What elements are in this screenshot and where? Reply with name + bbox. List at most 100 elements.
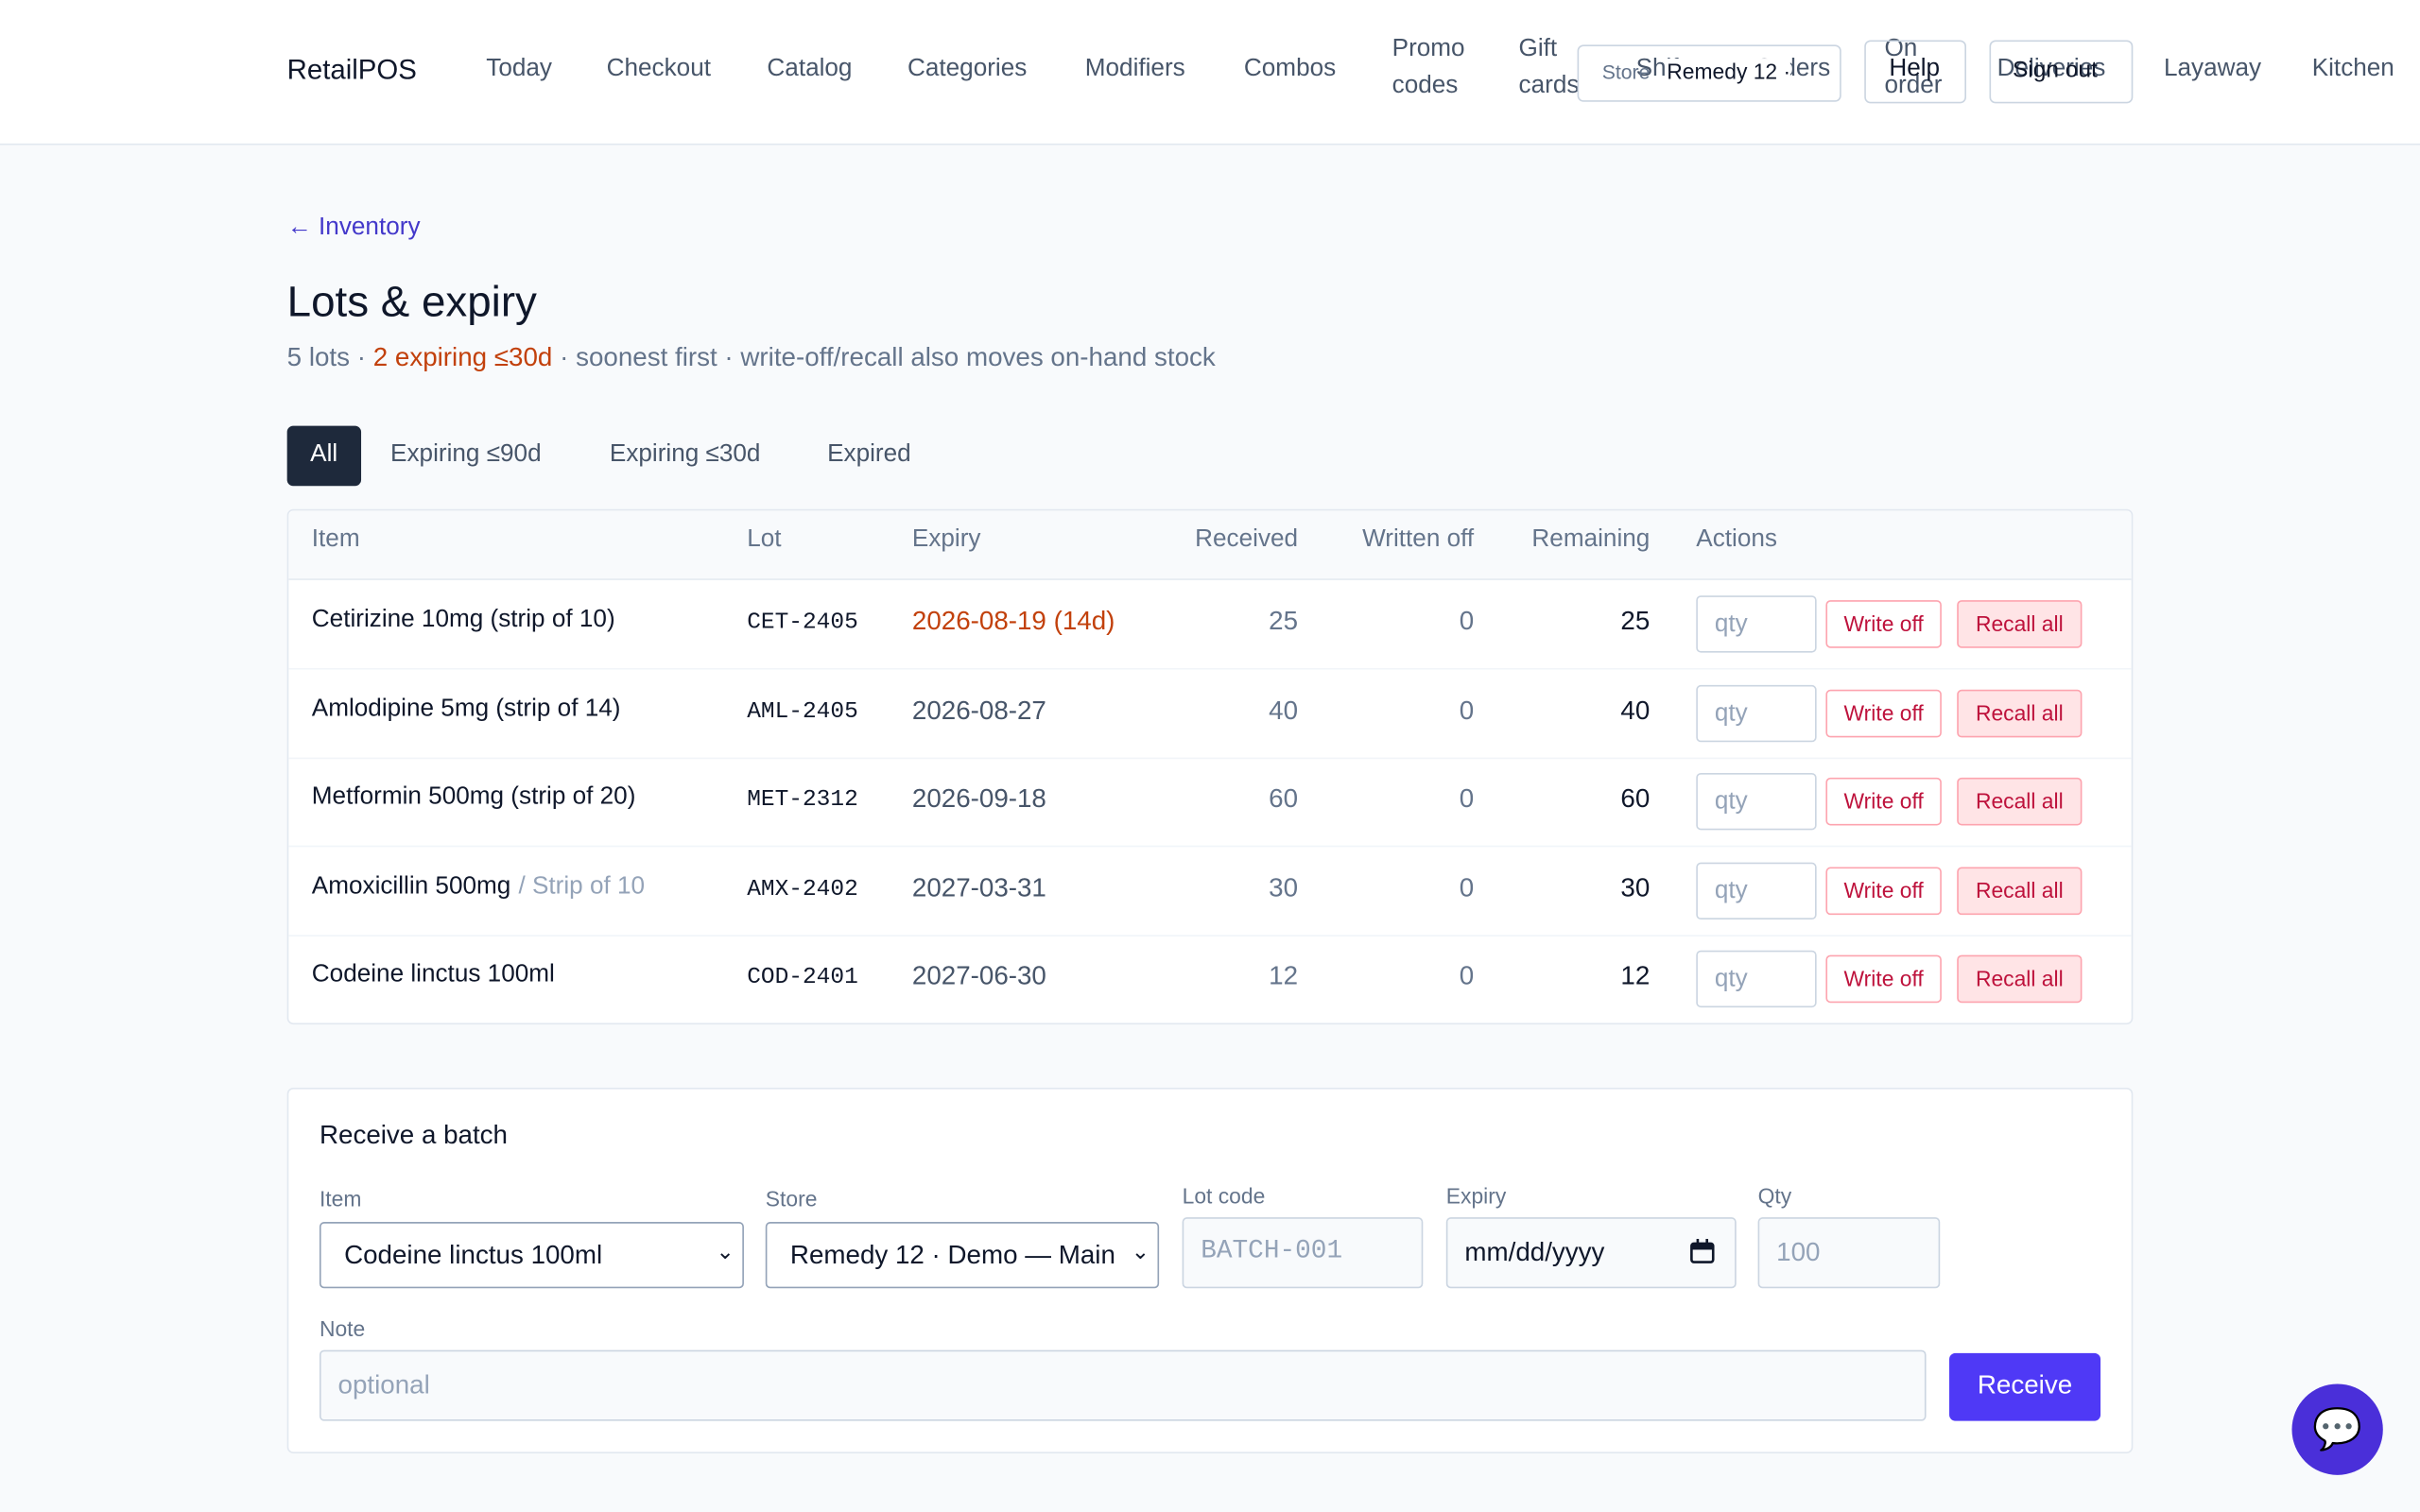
nav-link[interactable]: Layaway [2163, 55, 2262, 82]
lot-input[interactable]: BATCH-001 [1182, 1217, 1424, 1289]
filter-tab[interactable]: Expiring ≤90d [390, 440, 542, 468]
written-off: 0 [1459, 695, 1475, 725]
store-label: Store [1601, 60, 1651, 84]
written-off: 0 [1459, 872, 1475, 902]
column-header: Actions [1696, 525, 1777, 553]
lot-code: AML-2405 [747, 697, 858, 725]
sign-out-text: Sign out [2012, 57, 2098, 84]
column-header: Written off [1362, 525, 1475, 553]
item-text: Amlodipine 5mg (strip of 14) [311, 695, 621, 722]
write-off-button[interactable]: Write off [1825, 955, 1942, 1004]
store-select[interactable]: Remedy 12 · Demo — Main [765, 1222, 1160, 1289]
write-off-button[interactable]: Write off [1825, 600, 1942, 648]
help-button[interactable] [1864, 40, 1966, 104]
lot-code: AMX-2402 [747, 876, 858, 902]
item-select[interactable]: Codeine linctus 100ml [319, 1222, 744, 1289]
expiry-input[interactable]: mm/dd/yyyy [1445, 1217, 1737, 1289]
nav-link[interactable]: Combos [1243, 55, 1337, 82]
row-divider [288, 667, 2132, 670]
lot-code: COD-2401 [747, 965, 858, 991]
nav-link[interactable]: Kitchen [2311, 55, 2394, 82]
recall-all-button[interactable]: Recall all [1957, 955, 2083, 1004]
write-off-button[interactable]: Write off [1825, 778, 1942, 826]
filter-tab[interactable]: All [286, 425, 361, 487]
row-divider [288, 845, 2132, 848]
recall-all-button[interactable]: Recall all [1957, 689, 2083, 737]
lot-code: MET-2312 [747, 786, 858, 814]
nav-link[interactable]: Deliveries [1996, 55, 2106, 82]
store-select[interactable] [1577, 44, 1841, 102]
expiry: 2026-08-27 [911, 695, 1046, 725]
received: 30 [1269, 872, 1299, 902]
separator: · [560, 342, 569, 372]
form-title: Receive a batch [319, 1120, 508, 1150]
item-text: Cetirizine 10mg (strip of 10) [311, 606, 615, 633]
item-name: Cetirizine 10mg (strip of 10) [312, 607, 615, 634]
received: 12 [1269, 961, 1299, 991]
nav-link[interactable]: Checkout [606, 55, 711, 82]
field-label: Note [319, 1315, 366, 1341]
remaining: 12 [1620, 961, 1651, 991]
subtitle: 5 lots · 2 expiring ≤30d · soonest first… [287, 342, 1216, 373]
expiry: 2026-08-19 (14d) [911, 606, 1115, 636]
column-header: Lot [747, 525, 782, 553]
recall-all-button[interactable]: Recall all [1957, 778, 2083, 826]
nav-link[interactable]: Today [486, 55, 553, 82]
qty-input[interactable]: 100 [1757, 1217, 1941, 1289]
nav-link[interactable]: Catalog [767, 55, 853, 82]
item-name: Amoxicillin 500mg / Strip of 10 [312, 873, 645, 901]
item-unit: / Strip of 10 [518, 872, 646, 900]
qty-input[interactable]: qty [1696, 595, 1817, 653]
received: 25 [1269, 606, 1299, 636]
nav-link[interactable]: Categories [907, 55, 1028, 82]
chat-button[interactable]: 💬 [2291, 1383, 2383, 1475]
qty-input[interactable]: qty [1696, 862, 1817, 919]
field-label: Qty [1757, 1183, 1792, 1209]
store-value: Remedy 12 · [1667, 59, 1791, 84]
write-off-button[interactable]: Write off [1825, 867, 1942, 915]
sign-out-button[interactable] [1989, 40, 2134, 104]
subtitle-part: 5 lots [286, 342, 351, 372]
header-row-bg [288, 510, 2132, 580]
item-text: Metformin 500mg (strip of 20) [311, 783, 636, 811]
qty-input[interactable]: qty [1696, 773, 1817, 831]
item-name: Amlodipine 5mg (strip of 14) [312, 696, 621, 723]
remaining: 25 [1620, 606, 1651, 636]
recall-all-button[interactable]: Recall all [1957, 867, 2083, 915]
remaining: 30 [1620, 872, 1651, 902]
qty-input[interactable]: qty [1696, 684, 1817, 742]
write-off-button[interactable]: Write off [1825, 689, 1942, 737]
brand[interactable]: RetailPOS [286, 54, 417, 85]
subtitle-part: soonest first · write-off/recall also mo… [576, 342, 1216, 372]
expiry: 2027-06-30 [911, 961, 1046, 991]
item-name: Codeine linctus 100ml [312, 962, 555, 989]
note-input[interactable]: optional [319, 1349, 1927, 1421]
filter-tab[interactable]: Expiring ≤30d [609, 440, 761, 468]
nav-link[interactable]: Modifiers [1084, 55, 1185, 82]
written-off: 0 [1459, 783, 1475, 814]
field-label: Item [319, 1186, 362, 1211]
field-label: Lot code [1182, 1183, 1266, 1209]
item-name: Metformin 500mg (strip of 20) [312, 784, 636, 812]
nav-link[interactable]: Gift cards [1518, 35, 1580, 99]
column-header: Item [311, 525, 360, 553]
row-divider [288, 756, 2132, 759]
column-header: Received [1195, 525, 1299, 553]
filter-tab[interactable]: Expired [827, 440, 911, 468]
item-text: Amoxicillin 500mg [311, 872, 511, 900]
row-divider [288, 935, 2132, 936]
written-off: 0 [1459, 961, 1475, 991]
nav-link[interactable]: Promo codes [1392, 35, 1465, 99]
recall-all-button[interactable]: Recall all [1957, 600, 2083, 648]
qty-input[interactable]: qty [1696, 951, 1817, 1008]
receive-button[interactable]: Receive [1949, 1352, 2101, 1421]
column-header: Remaining [1531, 525, 1651, 553]
lots-table [286, 508, 2134, 1025]
header: RetailPOS Store Remedy 12 · Help Sign ou… [0, 0, 2420, 146]
nav-link[interactable]: On order [1884, 35, 1943, 99]
item-text: Codeine linctus 100ml [311, 961, 555, 988]
breadcrumb[interactable]: ← Inventory [286, 214, 421, 241]
chevron: ⌄ [716, 1239, 735, 1264]
chevron: ⌄ [1131, 1239, 1150, 1265]
